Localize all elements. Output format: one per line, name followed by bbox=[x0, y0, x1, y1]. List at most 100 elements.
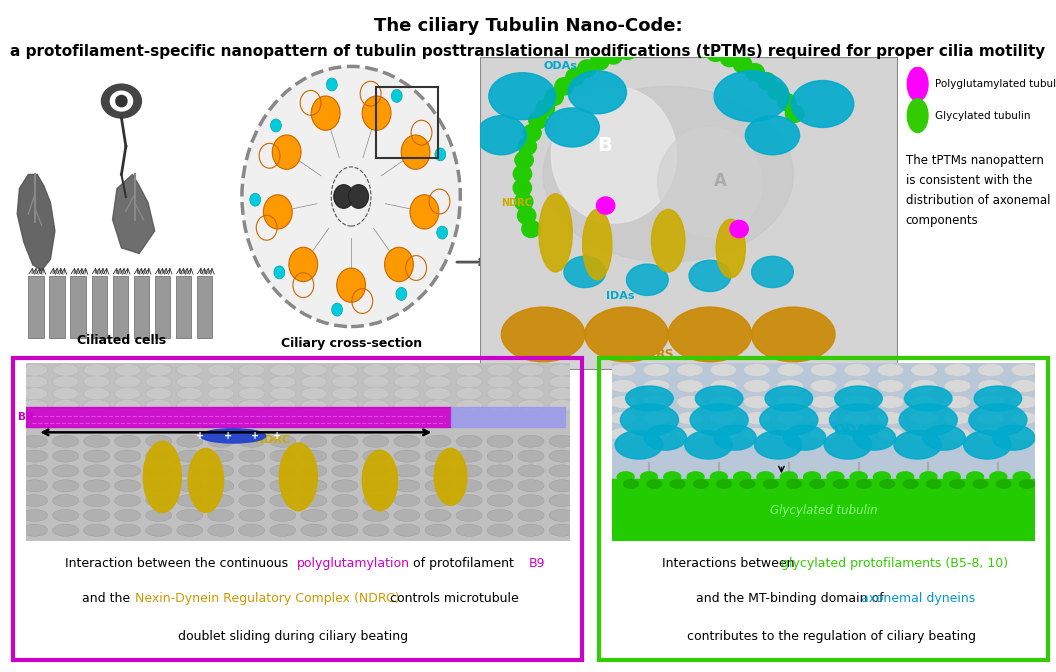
Ellipse shape bbox=[502, 307, 585, 362]
Ellipse shape bbox=[279, 443, 318, 511]
Ellipse shape bbox=[518, 400, 544, 412]
Ellipse shape bbox=[53, 495, 78, 507]
Ellipse shape bbox=[301, 524, 327, 536]
Ellipse shape bbox=[363, 388, 389, 400]
Ellipse shape bbox=[456, 509, 482, 521]
Ellipse shape bbox=[549, 465, 576, 477]
Ellipse shape bbox=[1011, 380, 1037, 392]
Ellipse shape bbox=[269, 509, 296, 521]
Ellipse shape bbox=[910, 412, 938, 425]
Ellipse shape bbox=[743, 396, 770, 409]
Ellipse shape bbox=[677, 427, 703, 441]
Ellipse shape bbox=[549, 376, 576, 388]
Ellipse shape bbox=[425, 450, 451, 462]
Ellipse shape bbox=[116, 95, 127, 107]
Ellipse shape bbox=[743, 380, 770, 392]
Ellipse shape bbox=[269, 364, 296, 376]
Ellipse shape bbox=[787, 480, 802, 489]
Ellipse shape bbox=[53, 400, 78, 412]
Ellipse shape bbox=[487, 450, 513, 462]
Ellipse shape bbox=[332, 364, 358, 376]
Ellipse shape bbox=[549, 435, 576, 448]
Ellipse shape bbox=[518, 435, 544, 448]
Text: B9: B9 bbox=[18, 413, 34, 423]
Ellipse shape bbox=[208, 524, 233, 536]
Ellipse shape bbox=[978, 396, 1004, 409]
Ellipse shape bbox=[893, 431, 941, 459]
Circle shape bbox=[523, 124, 541, 142]
Ellipse shape bbox=[1011, 396, 1037, 409]
Ellipse shape bbox=[684, 431, 732, 459]
Ellipse shape bbox=[880, 480, 894, 489]
Ellipse shape bbox=[146, 435, 172, 448]
Ellipse shape bbox=[115, 364, 140, 376]
Ellipse shape bbox=[363, 465, 389, 477]
Circle shape bbox=[410, 195, 439, 229]
Ellipse shape bbox=[757, 472, 774, 482]
Ellipse shape bbox=[394, 480, 420, 492]
Circle shape bbox=[529, 112, 547, 129]
Text: The ciliary Tubulin Nano-Code:: The ciliary Tubulin Nano-Code: bbox=[374, 17, 682, 35]
Ellipse shape bbox=[83, 376, 110, 388]
Ellipse shape bbox=[671, 480, 685, 489]
Ellipse shape bbox=[53, 480, 78, 492]
Text: Glycylated tubulin: Glycylated tubulin bbox=[936, 111, 1031, 120]
Ellipse shape bbox=[301, 376, 327, 388]
Ellipse shape bbox=[743, 427, 770, 441]
Ellipse shape bbox=[827, 472, 844, 482]
Text: and the: and the bbox=[82, 592, 134, 605]
Ellipse shape bbox=[53, 388, 78, 400]
Circle shape bbox=[554, 78, 573, 95]
Ellipse shape bbox=[856, 480, 871, 489]
Circle shape bbox=[513, 179, 531, 196]
Circle shape bbox=[734, 56, 752, 73]
Ellipse shape bbox=[176, 495, 203, 507]
Ellipse shape bbox=[425, 388, 451, 400]
Ellipse shape bbox=[146, 480, 172, 492]
Ellipse shape bbox=[394, 364, 420, 376]
Ellipse shape bbox=[53, 376, 78, 388]
Ellipse shape bbox=[101, 84, 142, 118]
Text: Nexin-Dynein Regulatory Complex (NDRC): Nexin-Dynein Regulatory Complex (NDRC) bbox=[135, 592, 399, 605]
Circle shape bbox=[677, 38, 696, 55]
Ellipse shape bbox=[115, 388, 140, 400]
Circle shape bbox=[907, 99, 928, 132]
Ellipse shape bbox=[710, 396, 737, 409]
Ellipse shape bbox=[539, 194, 572, 272]
Ellipse shape bbox=[996, 480, 1011, 489]
Bar bbox=[612, 478, 1035, 541]
Ellipse shape bbox=[759, 404, 817, 436]
Ellipse shape bbox=[777, 380, 804, 392]
Text: +: + bbox=[272, 431, 281, 441]
Ellipse shape bbox=[176, 435, 203, 448]
Ellipse shape bbox=[545, 108, 600, 147]
Circle shape bbox=[768, 83, 787, 99]
Ellipse shape bbox=[944, 412, 970, 425]
Ellipse shape bbox=[710, 412, 737, 425]
Ellipse shape bbox=[110, 91, 133, 111]
Ellipse shape bbox=[710, 364, 737, 376]
Ellipse shape bbox=[394, 465, 420, 477]
Text: controls microtubule: controls microtubule bbox=[386, 592, 520, 605]
Ellipse shape bbox=[609, 364, 636, 376]
Ellipse shape bbox=[714, 71, 789, 122]
Circle shape bbox=[274, 266, 285, 279]
Ellipse shape bbox=[115, 435, 140, 448]
Ellipse shape bbox=[456, 435, 482, 448]
Circle shape bbox=[242, 67, 460, 327]
Ellipse shape bbox=[83, 400, 110, 412]
Circle shape bbox=[517, 207, 535, 224]
Circle shape bbox=[437, 226, 448, 239]
Ellipse shape bbox=[963, 431, 1011, 459]
Ellipse shape bbox=[1013, 472, 1030, 482]
Ellipse shape bbox=[363, 509, 389, 521]
Circle shape bbox=[777, 93, 795, 111]
Text: Ciliated cells: Ciliated cells bbox=[77, 333, 166, 347]
Text: A: A bbox=[714, 172, 727, 190]
Ellipse shape bbox=[332, 400, 358, 412]
Ellipse shape bbox=[144, 442, 182, 513]
Ellipse shape bbox=[176, 509, 203, 521]
Ellipse shape bbox=[844, 364, 870, 376]
Ellipse shape bbox=[973, 480, 987, 489]
Circle shape bbox=[545, 88, 563, 106]
